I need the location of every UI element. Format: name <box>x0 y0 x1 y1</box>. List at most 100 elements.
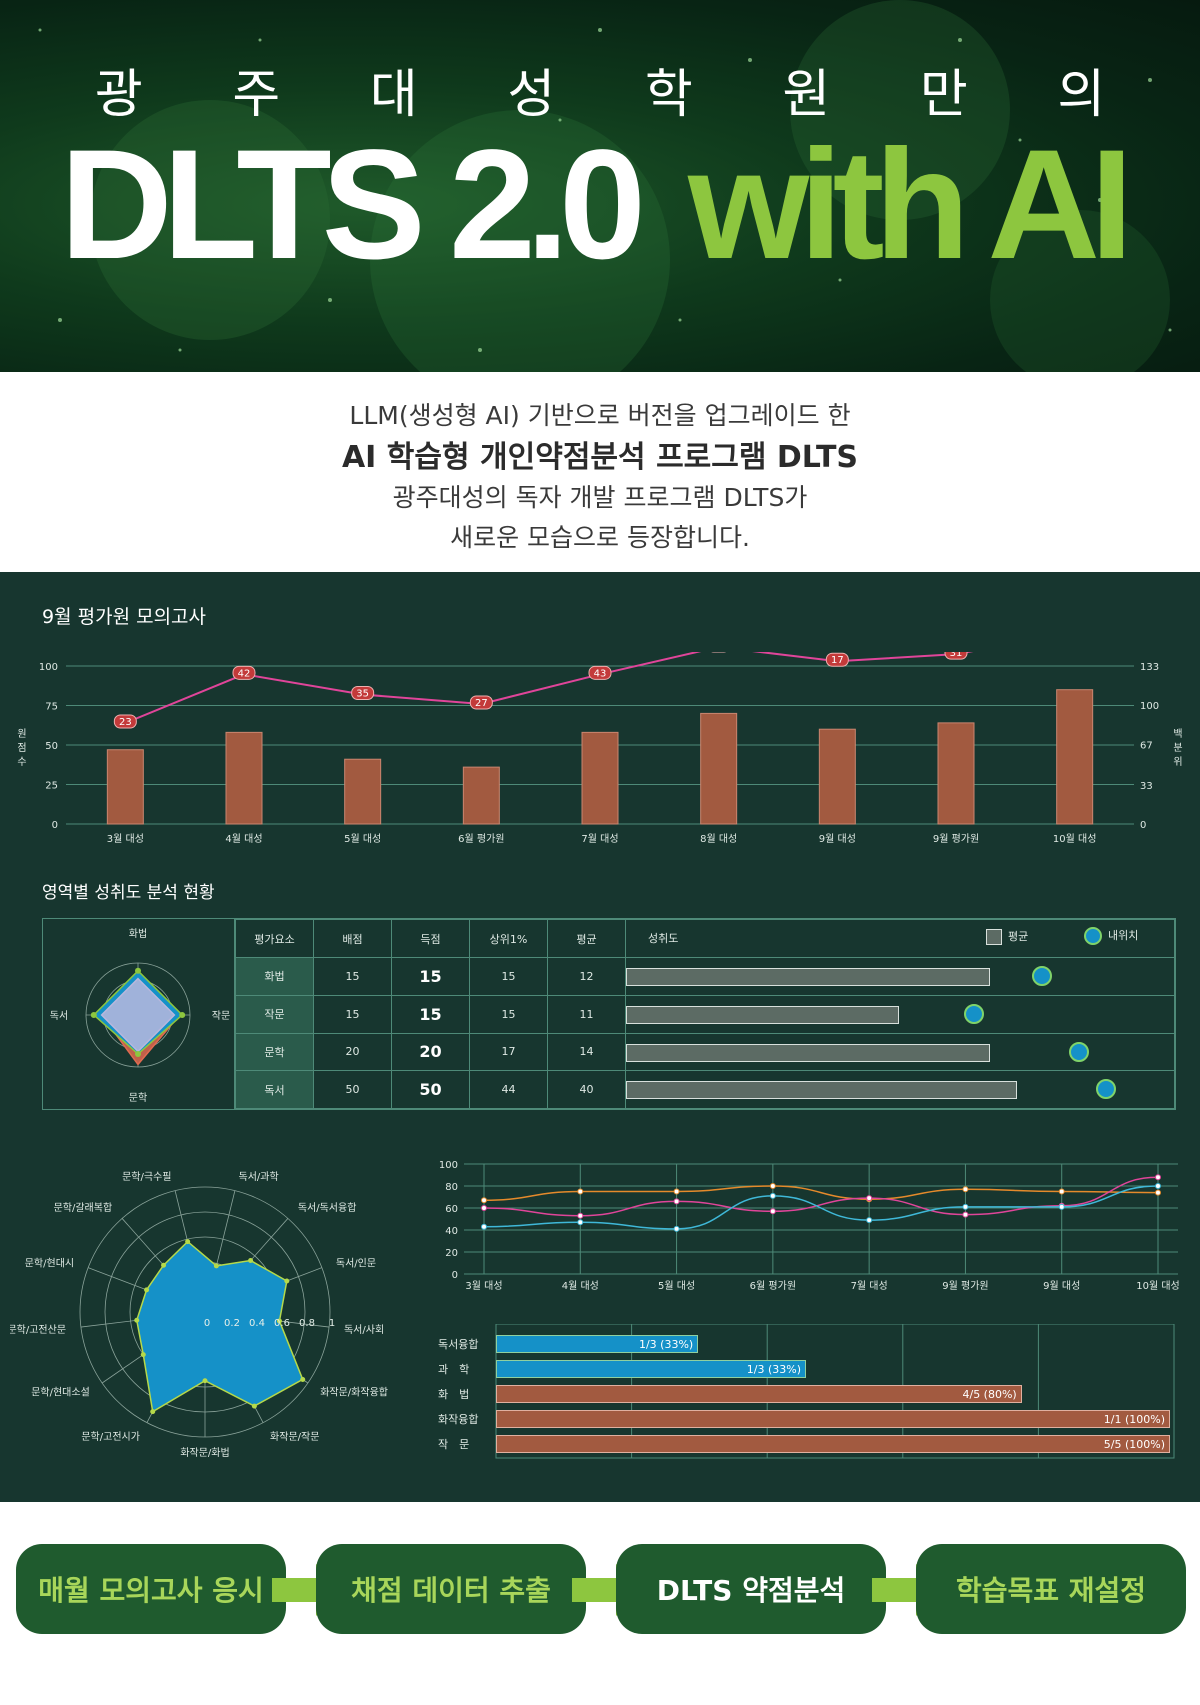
trend-line-orange <box>483 1185 1159 1202</box>
y-axis-label-char: 수 <box>17 756 26 768</box>
row-name: 독서 <box>235 1070 314 1109</box>
radar-label-left: 독서 <box>50 1010 68 1022</box>
header-cell: 배점 <box>313 919 392 958</box>
radar-point <box>134 1317 140 1323</box>
mine-dot <box>1096 1079 1116 1100</box>
y-tick-label: 100 <box>439 1160 458 1171</box>
trend-point <box>962 1203 969 1210</box>
radar-point <box>300 1376 306 1382</box>
hbar-label: 독서융합 <box>438 1338 479 1351</box>
radar-axis-label: 문학/갈래복합 <box>54 1201 113 1214</box>
hero-subtitle: 광 주 대 성 학 원 만 의 <box>0 52 1200 125</box>
row-max: 20 <box>313 1032 392 1072</box>
trend-point <box>577 1219 584 1226</box>
average-bar <box>626 1043 990 1062</box>
subtitle-char: 대 <box>369 65 418 125</box>
score-bar <box>937 722 975 825</box>
trend-point <box>481 1197 487 1204</box>
radar-point <box>161 1262 167 1268</box>
radar-label-top: 화법 <box>129 928 147 940</box>
score-chart: 0 25 50 75 100 0 33 67 100 133 원점수 백분위 3월 대성 4월 대성 5월 … <box>17 652 1183 845</box>
row-avg: 14 <box>547 1032 626 1072</box>
row-top1: 15 <box>469 994 548 1034</box>
y2-tick-label: 100 <box>1140 701 1159 712</box>
percentile-badge <box>588 665 612 680</box>
achievement-header: 성취도 평균 내위치 <box>625 919 1175 958</box>
trend-line-pink <box>483 1176 1159 1217</box>
hero-title: DLTS 2.0 with AI <box>60 127 1160 283</box>
row-name: 화법 <box>235 957 314 996</box>
radar-point <box>185 1239 191 1245</box>
row-score: 20 <box>391 1032 470 1072</box>
subtitle-char: 광 <box>94 65 143 125</box>
radar-axis-label: 독서/독서융합 <box>298 1202 357 1214</box>
radar-point <box>276 1318 282 1324</box>
hbar-row: 작 문 5/5 (100%) <box>438 1435 1176 1453</box>
trend-point <box>577 1212 584 1219</box>
hbar-bar: 4/5 (80%) <box>496 1385 1022 1403</box>
legend-mine-dot <box>1084 927 1102 945</box>
score-bar <box>344 758 382 825</box>
y-tick-label: 20 <box>445 1248 458 1259</box>
percentile-badge <box>113 714 137 729</box>
hero-background <box>38 0 1172 372</box>
radar-tick-label: 0.8 <box>299 1318 315 1329</box>
row-max: 15 <box>313 957 392 996</box>
hero-title-main: DLTS 2.0 <box>60 118 646 292</box>
hbar-row: 독서융합 1/3 (33%) <box>438 1335 1176 1353</box>
process-step-2: 채점 데이터 추출 <box>316 1544 586 1634</box>
achievement-cell <box>625 1032 1175 1072</box>
dashboard: 9월 평가원 모의고사 0 25 50 75 100 0 33 67 100 133 원 점 수 백 분 위 3… <box>0 572 1200 1502</box>
x-tick-label: 6월 평가원 <box>750 1280 796 1292</box>
hbar-bar: 1/3 (33%) <box>496 1335 699 1353</box>
percentile-badge <box>469 695 493 710</box>
radar-tick-label: 0.4 <box>249 1318 265 1329</box>
trend-point <box>866 1195 873 1202</box>
y2-tick-label: 33 <box>1140 781 1153 792</box>
radar-point <box>202 1378 208 1384</box>
hbar-row: 과 학 1/3 (33%) <box>438 1360 1176 1378</box>
radar-mine-area <box>135 1240 304 1413</box>
y-tick-label: 100 <box>39 662 58 673</box>
hbar-bar: 1/3 (33%) <box>496 1360 807 1378</box>
header-cell: 성취도 <box>648 932 679 945</box>
legend-average-label: 평균 <box>1008 930 1029 943</box>
hbar-label: 화 법 <box>438 1388 470 1401</box>
intro-line-1: LLM(생성형 AI) 기반으로 버전을 업그레이드 한 <box>349 401 851 430</box>
trend-point <box>769 1183 776 1189</box>
table-row: 작문 15 15 15 11 <box>235 994 1175 1034</box>
x-tick-label: 9월 평가원 <box>933 833 979 845</box>
trend-line-chart: 0 20 40 60 80 100 3월 대성 4월 대성 5월 대성 6월 평가원 7월 대성 9월… <box>439 1160 1180 1292</box>
x-tick-label: 3월 대성 <box>465 1280 502 1292</box>
score-bar <box>462 766 500 825</box>
radar-tick-label: 0 <box>204 1318 210 1329</box>
percentile-label: 17 <box>831 655 844 666</box>
row-avg: 40 <box>547 1070 626 1109</box>
trend-point <box>673 1198 680 1205</box>
percentile-label: 43 <box>594 668 607 679</box>
y-tick-label: 40 <box>445 1226 458 1237</box>
trend-point <box>1155 1183 1161 1189</box>
trend-point <box>481 1223 487 1230</box>
hbar-label: 과 학 <box>438 1363 470 1376</box>
header-cell: 득점 <box>391 919 470 958</box>
score-bar <box>225 731 263 825</box>
mine-dot <box>964 1003 985 1024</box>
average-bar <box>626 1005 899 1024</box>
score-bar <box>818 728 856 825</box>
trend-point <box>1155 1174 1161 1181</box>
row-score: 50 <box>391 1070 470 1109</box>
row-avg: 12 <box>547 957 626 996</box>
y-tick-label: 0 <box>452 1270 458 1281</box>
trend-point <box>577 1188 584 1195</box>
score-chart-title: 9월 평가원 모의고사 <box>42 606 207 628</box>
trend-point <box>673 1188 680 1195</box>
x-tick-label: 9월 대성 <box>1043 1280 1080 1292</box>
achievement-cell <box>625 1070 1175 1109</box>
y-axis-label-char: 원 <box>17 728 26 740</box>
percentile-badge <box>351 686 375 701</box>
radar-axis-label: 독서/인문 <box>336 1257 376 1269</box>
row-max: 50 <box>313 1070 392 1109</box>
radar-tick-label: 0.6 <box>274 1318 290 1329</box>
